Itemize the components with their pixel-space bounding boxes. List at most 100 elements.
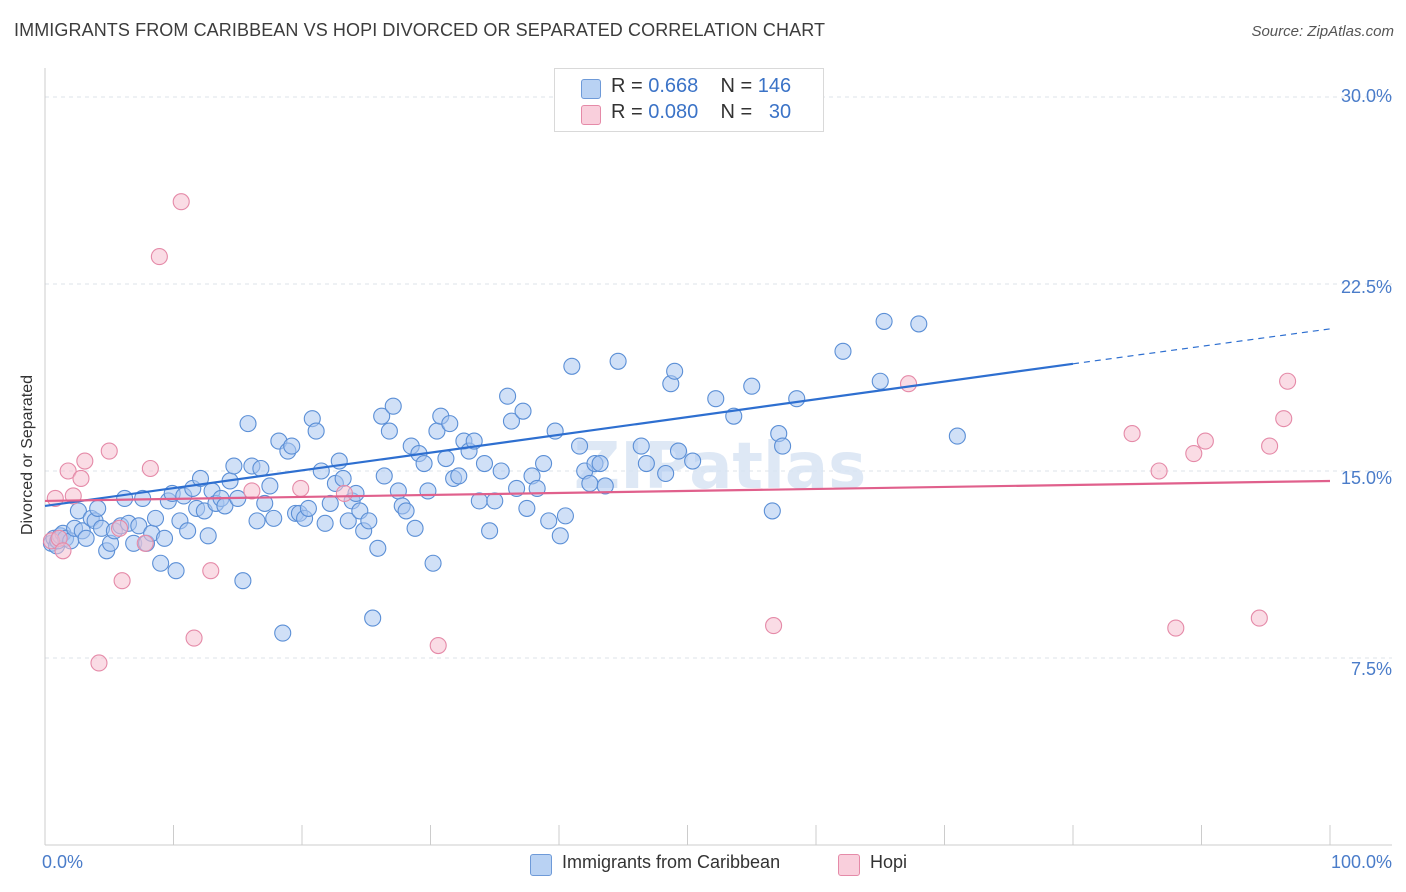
caribbean-point	[591, 454, 609, 473]
caribbean-point	[256, 494, 274, 512]
stats-text-hopi: R = 0.080 N = 30	[611, 101, 791, 124]
hopi-point	[1123, 425, 1141, 443]
caribbean-point	[191, 469, 210, 488]
caribbean-point	[581, 474, 599, 493]
y-tick-7-5: 7.5%	[1350, 659, 1392, 679]
hopi-point	[172, 193, 190, 211]
caribbean-point	[252, 459, 270, 478]
hopi-point	[76, 452, 94, 470]
caribbean-swatch	[581, 79, 601, 99]
n-label: N =	[720, 101, 753, 123]
caribbean-point	[948, 427, 966, 445]
hopi-point	[185, 629, 203, 647]
caribbean-point	[499, 387, 517, 405]
caribbean-point	[609, 352, 627, 370]
caribbean-point	[116, 489, 134, 507]
r-value: 0.668	[648, 75, 699, 97]
caribbean-point	[77, 529, 95, 547]
hopi-point	[90, 654, 108, 672]
caribbean-point	[657, 464, 675, 483]
r-label: R =	[611, 101, 643, 123]
caribbean-point	[481, 522, 499, 540]
caribbean-point	[179, 522, 197, 540]
caribbean-point	[875, 312, 893, 330]
caribbean-point	[415, 454, 433, 473]
chart-title: IMMIGRANTS FROM CARIBBEAN VS HOPI DIVORC…	[14, 20, 826, 40]
caribbean-point	[743, 377, 761, 395]
caribbean-point	[397, 502, 415, 520]
caribbean-point	[669, 442, 688, 460]
y-tick-30: 30.0%	[1340, 86, 1392, 106]
caribbean-point	[834, 342, 852, 360]
caribbean-point	[360, 512, 378, 530]
caribbean-point	[551, 527, 569, 545]
caribbean-point	[540, 512, 558, 530]
caribbean-point	[283, 437, 301, 455]
hopi-point	[72, 469, 90, 488]
caribbean-point	[373, 407, 391, 425]
caribbean-point	[596, 477, 614, 495]
r-value: 0.080	[648, 101, 699, 123]
r-label: R =	[611, 75, 643, 97]
n-label: N =	[720, 75, 753, 97]
hopi-legend-label: Hopi	[870, 852, 908, 872]
n-value: 146	[757, 75, 792, 97]
hopi-trend-line	[44, 479, 1331, 503]
caribbean-point	[556, 507, 574, 525]
hopi-swatch	[581, 105, 601, 125]
caribbean-point	[261, 477, 279, 495]
caribbean-point	[384, 397, 402, 415]
caribbean-point	[225, 457, 243, 475]
caribbean-point	[535, 454, 553, 473]
caribbean-point	[514, 402, 532, 420]
source-label: Source: ZipAtlas.com	[1251, 23, 1394, 40]
hopi-point	[243, 482, 261, 500]
n-value: 30	[768, 101, 792, 123]
hopi-point	[100, 442, 118, 460]
caribbean-point	[248, 512, 266, 530]
hopi-point	[1185, 444, 1203, 463]
caribbean-point	[502, 412, 521, 430]
hopi-point	[899, 375, 918, 393]
caribbean-point	[637, 454, 655, 473]
hopi-point	[59, 462, 77, 480]
caribbean-point	[167, 562, 185, 580]
caribbean-point	[69, 502, 87, 520]
y-tick-15: 15.0%	[1340, 468, 1392, 488]
caribbean-point	[774, 437, 792, 455]
caribbean-point	[130, 517, 148, 535]
caribbean-point	[364, 609, 382, 627]
caribbean-point	[666, 362, 684, 380]
caribbean-point	[492, 462, 510, 480]
hopi-point	[1250, 609, 1268, 627]
hopi-point	[1167, 619, 1185, 637]
caribbean-point	[334, 469, 352, 488]
hopi-point	[335, 484, 353, 502]
hopi-point	[1150, 462, 1168, 480]
caribbean-trend-line	[44, 362, 1074, 507]
caribbean-point	[632, 437, 650, 455]
caribbean-trend-extension	[1072, 328, 1331, 365]
hopi-point	[765, 617, 783, 635]
caribbean-point	[239, 415, 257, 433]
hopi-point	[202, 562, 220, 580]
caribbean-point	[763, 502, 781, 520]
caribbean-point	[375, 467, 393, 485]
caribbean-point	[89, 499, 107, 517]
caribbean-point	[146, 509, 165, 527]
caribbean-legend-label: Immigrants from Caribbean	[562, 852, 781, 872]
hopi-point	[1196, 432, 1214, 450]
caribbean-point	[486, 492, 504, 510]
caribbean-point	[380, 422, 398, 440]
caribbean-point	[299, 499, 317, 517]
hopi-point	[141, 459, 159, 478]
caribbean-point	[518, 499, 536, 517]
caribbean-point	[437, 449, 455, 468]
hopi-point	[46, 489, 64, 507]
caribbean-point	[871, 372, 889, 390]
y-tick-22-5: 22.5%	[1340, 277, 1392, 297]
stats-legend: R = 0.668 N = 146 R = 0.080 N = 30	[554, 68, 824, 132]
caribbean-point	[684, 452, 702, 470]
hopi-point	[1261, 437, 1279, 455]
